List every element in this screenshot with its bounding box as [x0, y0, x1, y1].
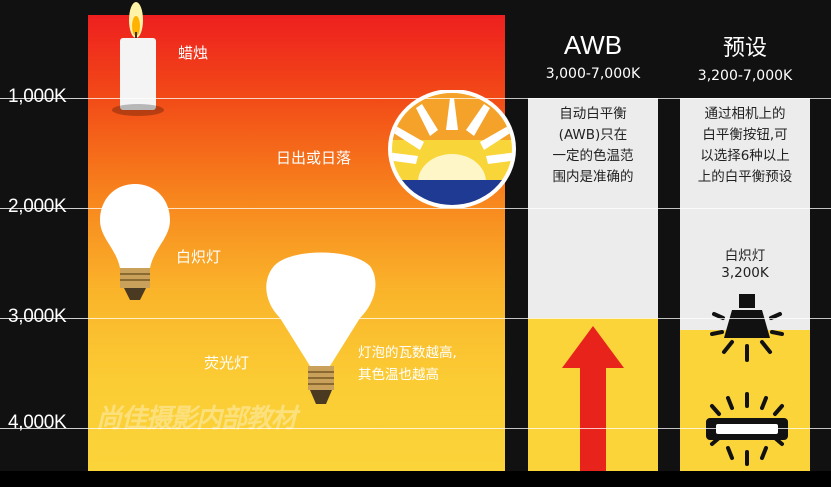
candle-label: 蜡烛	[178, 44, 209, 62]
gridline-2000	[88, 208, 831, 209]
fluorescent-bulb-icon	[266, 252, 376, 404]
awb-desc-line: (AWB)只在	[558, 127, 628, 143]
incandescent-bulb-icon	[100, 184, 170, 300]
scale-tick	[0, 428, 88, 429]
gridline-3000	[88, 318, 831, 319]
preset-description-panel: 通过相机上的 白平衡按钮,可 以选择6种以上 上的白平衡预设 白炽灯 3,200…	[680, 98, 810, 330]
scale-tick	[0, 98, 88, 99]
scale-label-2000: 2,000K	[8, 196, 67, 217]
awb-range: 3,000-7,000K	[545, 66, 641, 82]
scale-label-1000: 1,000K	[8, 86, 67, 107]
fluorescent-label: 荧光灯	[204, 354, 250, 372]
fluorescent-preset-icon	[706, 392, 788, 466]
awb-desc-line: 自动白平衡	[559, 106, 627, 122]
sunrise-icon	[388, 90, 516, 208]
preset-title: 预设	[722, 36, 767, 61]
scale-tick	[0, 208, 88, 209]
candle-icon	[112, 2, 164, 116]
awb-desc-line: 一定的色温范	[552, 148, 634, 164]
preset-desc-line: 上的白平衡预设	[697, 169, 793, 185]
sunrise-label: 日出或日落	[276, 149, 352, 167]
scale-label-4000: 4,000K	[8, 412, 67, 433]
awb-title: AWB	[563, 30, 623, 60]
preset-desc-line: 以选择6种以上	[700, 148, 790, 164]
bulb-note-line: 其色温也越高	[358, 367, 439, 383]
up-arrow-icon	[562, 326, 624, 472]
awb-description-panel: 自动白平衡 (AWB)只在 一定的色温范 围内是准确的	[528, 98, 658, 318]
preset-desc-line: 白平衡按钮,可	[702, 127, 788, 143]
bulb-wattage-note: 灯泡的瓦数越高, 其色温也越高	[358, 342, 457, 386]
bottom-strip	[0, 471, 831, 487]
preset-icon-label: 白炽灯	[724, 248, 766, 264]
scale-tick	[0, 318, 88, 319]
preset-range: 3,200-7,000K	[697, 68, 793, 84]
incandescent-preset-icon	[710, 294, 784, 362]
watermark: 尚佳摄影内部教材	[96, 404, 297, 434]
preset-icon-value: 3,200K	[721, 265, 769, 281]
bulb-note-line: 灯泡的瓦数越高,	[358, 345, 457, 361]
preset-desc-line: 通过相机上的	[704, 106, 786, 122]
gridline-4000	[88, 428, 831, 429]
scale-label-3000: 3,000K	[8, 306, 67, 327]
incandescent-label: 白炽灯	[176, 248, 222, 266]
gridline-1000	[88, 98, 831, 99]
awb-desc-line: 围内是准确的	[552, 169, 634, 185]
